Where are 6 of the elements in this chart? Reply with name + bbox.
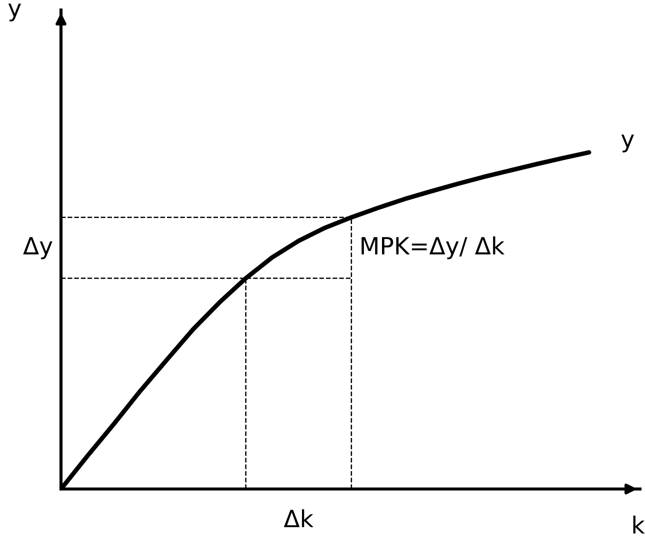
series-label: y xyxy=(621,134,634,152)
x-axis-title: k xyxy=(633,516,645,534)
annotation: MPK=Δy/ Δk xyxy=(362,236,505,260)
text: y xyxy=(8,4,21,22)
annotation: Δy xyxy=(23,237,52,260)
text: Δk xyxy=(284,509,314,528)
